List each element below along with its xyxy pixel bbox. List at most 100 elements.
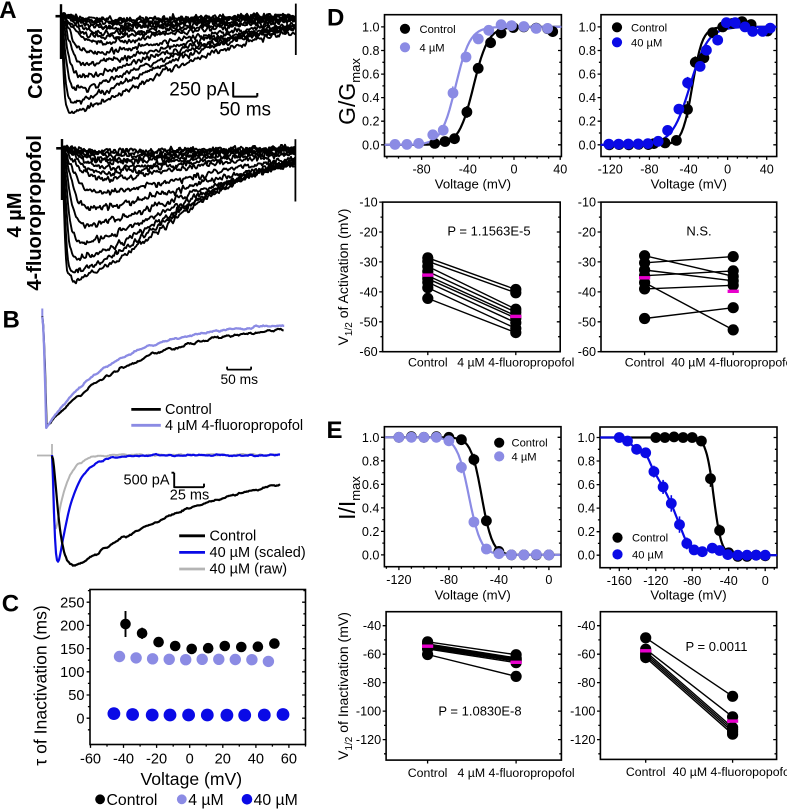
svg-text:-20: -20 xyxy=(359,226,377,240)
svg-text:0.4: 0.4 xyxy=(577,502,595,516)
svg-text:-40: -40 xyxy=(679,163,697,177)
svg-text:Control: Control xyxy=(408,766,448,780)
svg-text:V1/2 of Inactivation (mV): V1/2 of Inactivation (mV) xyxy=(335,612,355,760)
svg-text:A: A xyxy=(0,0,17,24)
svg-text:40 µM: 40 µM xyxy=(632,549,663,561)
svg-text:0: 0 xyxy=(76,711,84,727)
svg-text:250: 250 xyxy=(60,595,84,611)
svg-text:-30: -30 xyxy=(578,255,596,269)
svg-text:Voltage (mV): Voltage (mV) xyxy=(650,588,726,603)
svg-text:1.0: 1.0 xyxy=(362,431,380,445)
svg-text:0.0: 0.0 xyxy=(362,548,380,562)
svg-text:250 pA: 250 pA xyxy=(169,79,230,100)
svg-text:Control: Control xyxy=(626,765,666,779)
svg-text:4 µM: 4 µM xyxy=(512,451,537,463)
svg-text:0: 0 xyxy=(545,573,552,587)
svg-text:-120: -120 xyxy=(570,733,595,747)
svg-text:-80: -80 xyxy=(440,573,458,587)
svg-text:0: 0 xyxy=(762,574,769,588)
svg-text:0.8: 0.8 xyxy=(578,44,596,58)
svg-text:-120: -120 xyxy=(643,574,668,588)
svg-text:4 µM: 4 µM xyxy=(188,792,223,809)
svg-text:500 pA: 500 pA xyxy=(124,472,170,488)
svg-text:D: D xyxy=(327,5,344,32)
svg-text:-100: -100 xyxy=(356,705,381,719)
svg-text:4 µM: 4 µM xyxy=(420,42,445,54)
svg-text:40: 40 xyxy=(553,163,567,177)
svg-text:P = 1.1563E-5: P = 1.1563E-5 xyxy=(447,223,530,238)
svg-text:40 µM: 40 µM xyxy=(631,37,662,49)
svg-text:-40: -40 xyxy=(578,285,596,299)
svg-text:40 µM (scaled): 40 µM (scaled) xyxy=(210,545,306,561)
svg-text:0.6: 0.6 xyxy=(362,68,380,82)
svg-text:40: 40 xyxy=(760,163,774,177)
svg-text:Voltage (mV): Voltage (mV) xyxy=(651,176,727,191)
svg-text:-60: -60 xyxy=(80,751,101,767)
svg-text:Control: Control xyxy=(210,528,257,544)
svg-text:0.4: 0.4 xyxy=(578,91,596,105)
svg-text:0.8: 0.8 xyxy=(362,454,380,468)
svg-text:-120: -120 xyxy=(386,573,411,587)
svg-text:-60: -60 xyxy=(363,648,381,662)
svg-text:-40: -40 xyxy=(459,163,477,177)
svg-text:4 µM 4-fluoropropofol: 4 µM 4-fluoropropofol xyxy=(165,418,303,434)
svg-text:1.0: 1.0 xyxy=(577,431,595,445)
svg-text:200: 200 xyxy=(60,619,84,635)
svg-text:C: C xyxy=(2,590,19,617)
svg-text:0.0: 0.0 xyxy=(577,549,595,563)
svg-text:100: 100 xyxy=(60,665,84,681)
svg-text:-10: -10 xyxy=(578,196,596,210)
svg-text:Control: Control xyxy=(25,28,47,99)
svg-text:Control: Control xyxy=(408,355,448,369)
svg-text:Voltage (mV): Voltage (mV) xyxy=(435,588,511,603)
svg-text:40: 40 xyxy=(248,751,264,767)
svg-text:-40: -40 xyxy=(490,573,508,587)
svg-text:150: 150 xyxy=(60,642,84,658)
svg-text:Control: Control xyxy=(631,22,667,34)
svg-text:4 µM: 4 µM xyxy=(4,193,26,238)
svg-text:-30: -30 xyxy=(359,255,377,269)
svg-text:0.8: 0.8 xyxy=(577,455,595,469)
svg-text:B: B xyxy=(3,306,20,333)
svg-text:-20: -20 xyxy=(146,751,167,767)
svg-text:-100: -100 xyxy=(570,705,595,719)
svg-text:Control: Control xyxy=(165,402,212,418)
svg-text:-80: -80 xyxy=(363,676,381,690)
svg-text:-160: -160 xyxy=(607,574,632,588)
svg-text:-50: -50 xyxy=(578,315,596,329)
svg-text:-80: -80 xyxy=(640,163,658,177)
svg-text:40 µM 4-fluoropopofol: 40 µM 4-fluoropopofol xyxy=(673,765,787,779)
svg-text:-40: -40 xyxy=(363,619,381,633)
svg-text:0.4: 0.4 xyxy=(362,501,380,515)
svg-text:25 ms: 25 ms xyxy=(170,488,210,504)
svg-text:0.6: 0.6 xyxy=(577,478,595,492)
svg-text:Control: Control xyxy=(107,792,158,809)
svg-text:-60: -60 xyxy=(577,648,595,662)
svg-text:0.6: 0.6 xyxy=(578,68,596,82)
svg-text:-40: -40 xyxy=(359,285,377,299)
svg-text:-40: -40 xyxy=(720,574,738,588)
svg-text:40 µM 4-fluoropropofol: 40 µM 4-fluoropropofol xyxy=(671,355,787,369)
svg-text:50 ms: 50 ms xyxy=(219,100,271,121)
svg-text:Control: Control xyxy=(632,533,668,545)
svg-text:-60: -60 xyxy=(578,345,596,359)
svg-text:-40: -40 xyxy=(113,751,134,767)
svg-text:40 µM: 40 µM xyxy=(254,792,298,809)
svg-text:0.4: 0.4 xyxy=(362,91,380,105)
svg-text:N.S.: N.S. xyxy=(686,224,711,239)
svg-text:τ of Inactivation (ms): τ of Inactivation (ms) xyxy=(31,605,51,765)
svg-text:1.0: 1.0 xyxy=(362,20,380,34)
svg-text:0.0: 0.0 xyxy=(578,138,596,152)
svg-text:4 µM 4-fluoropropofol: 4 µM 4-fluoropropofol xyxy=(458,766,575,780)
svg-text:Voltage (mV): Voltage (mV) xyxy=(435,176,511,191)
svg-text:20: 20 xyxy=(215,751,231,767)
svg-text:Voltage (mV): Voltage (mV) xyxy=(140,769,242,789)
svg-text:E: E xyxy=(327,417,343,444)
svg-text:0: 0 xyxy=(510,163,517,177)
svg-text:-80: -80 xyxy=(683,574,701,588)
svg-text:50 ms: 50 ms xyxy=(221,372,259,387)
svg-text:0.2: 0.2 xyxy=(362,115,380,129)
svg-text:P = 0.0011: P = 0.0011 xyxy=(685,639,747,654)
svg-text:1.0: 1.0 xyxy=(578,20,596,34)
svg-text:0.8: 0.8 xyxy=(362,44,380,58)
